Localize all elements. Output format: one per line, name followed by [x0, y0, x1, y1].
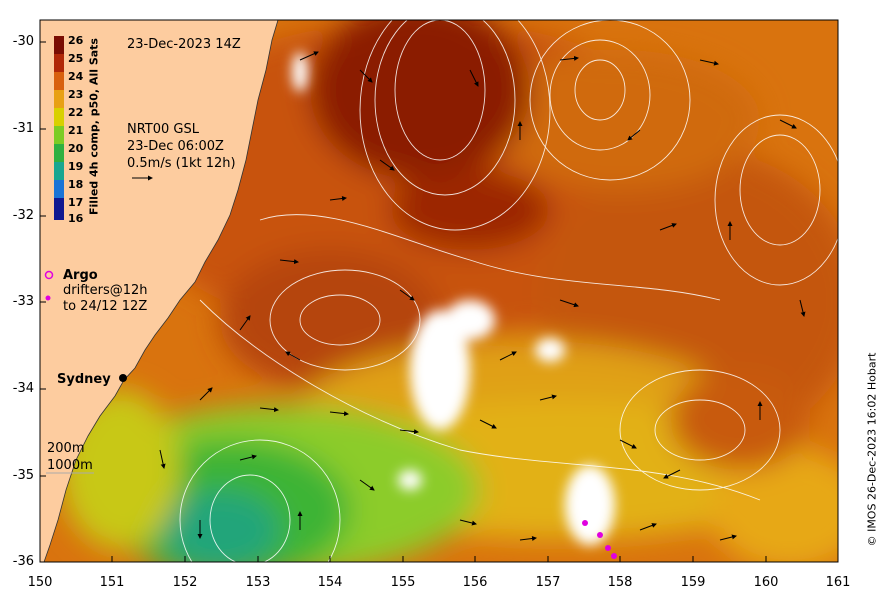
australia-land — [40, 20, 279, 562]
city-label-sydney: Sydney — [57, 372, 111, 387]
argo-legend-icon — [44, 270, 54, 280]
argo-drifter-markers — [582, 520, 617, 559]
isobath-1000-label: 1000m — [47, 458, 93, 473]
lat-tick: -31 — [12, 121, 34, 136]
colorbar-tick: 25 — [68, 52, 84, 65]
drifters-legend-period: to 24/12 12Z — [63, 299, 148, 314]
lat-tick: -30 — [12, 34, 34, 49]
drifter-legend-icon — [45, 295, 51, 301]
lon-tick: 150 — [27, 575, 53, 590]
lat-tick: -32 — [12, 208, 34, 223]
lon-tick: 151 — [99, 575, 125, 590]
lon-tick: 158 — [607, 575, 633, 590]
lat-tick: -35 — [12, 468, 34, 483]
timestamp-label: 23-Dec-2023 14Z — [127, 37, 241, 52]
lon-tick: 154 — [317, 575, 343, 590]
colorbar-tick: 26 — [68, 34, 84, 47]
current-model-label: NRT00 GSL — [127, 122, 199, 137]
drifters-legend-label: drifters@12h — [63, 283, 148, 298]
current-scale-label: 0.5m/s (1kt 12h) — [127, 156, 236, 171]
isobath-200-label: 200m — [47, 441, 85, 456]
lon-tick: 152 — [172, 575, 198, 590]
lon-tick: 155 — [390, 575, 416, 590]
credit-text: © IMOS 26-Dec-2023 16:02 Hobart — [865, 352, 879, 547]
colorbar-tick: 24 — [68, 70, 84, 83]
argo-legend-label: Argo — [63, 268, 98, 283]
lat-tick: -34 — [12, 381, 34, 396]
colorbar-tick: 23 — [68, 88, 84, 101]
colorbar-tick: 22 — [68, 106, 84, 119]
colorbar-title: Filled 4h comp, p50, All Sats — [87, 38, 101, 215]
current-arrows — [159, 51, 806, 541]
colorbar-tick: 19 — [68, 160, 84, 173]
axis-ticks — [40, 41, 767, 563]
cloud-gaps — [292, 52, 615, 545]
lon-tick: 156 — [462, 575, 488, 590]
lon-tick: 160 — [753, 575, 779, 590]
colorbar — [54, 36, 64, 220]
colorbar-tick: 18 — [68, 178, 84, 191]
lon-tick: 153 — [245, 575, 271, 590]
current-time-label: 23-Dec 06:00Z — [127, 139, 224, 154]
lat-tick: -36 — [12, 554, 34, 569]
lon-tick: 159 — [680, 575, 706, 590]
colorbar-tick: 20 — [68, 142, 84, 155]
lon-tick: 157 — [535, 575, 561, 590]
lat-tick: -33 — [12, 294, 34, 309]
colorbar-tick: 17 — [68, 196, 84, 209]
colorbar-tick: 21 — [68, 124, 84, 137]
plot-frame — [39, 19, 839, 563]
lon-tick: 161 — [825, 575, 851, 590]
colorbar-tick: 16 — [68, 212, 84, 225]
sydney-marker — [119, 374, 127, 382]
